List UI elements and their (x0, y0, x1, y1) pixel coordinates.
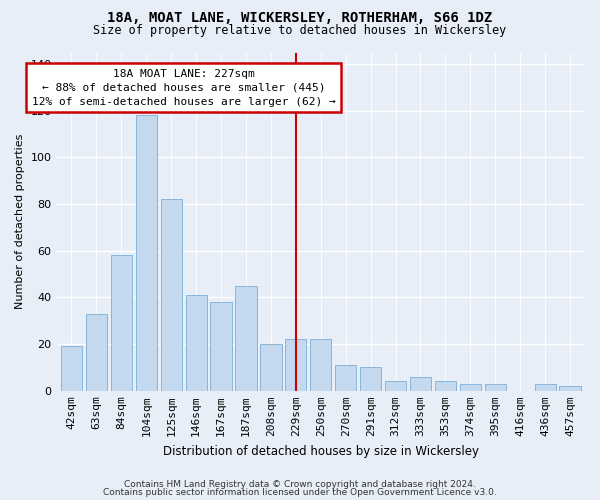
Bar (86, 314, 107, 391)
Bar (460, 384, 481, 391)
Bar (285, 340, 307, 391)
Bar (410, 377, 431, 391)
Text: Contains HM Land Registry data © Crown copyright and database right 2024.: Contains HM Land Registry data © Crown c… (124, 480, 476, 489)
Text: 18A MOAT LANE: 227sqm
← 88% of detached houses are smaller (445)
12% of semi-det: 18A MOAT LANE: 227sqm ← 88% of detached … (32, 69, 335, 107)
Bar (310, 340, 331, 391)
Bar (360, 368, 381, 391)
Bar (211, 302, 232, 391)
Bar (136, 116, 157, 391)
Text: Contains public sector information licensed under the Open Government Licence v3: Contains public sector information licen… (103, 488, 497, 497)
Text: Size of property relative to detached houses in Wickersley: Size of property relative to detached ho… (94, 24, 506, 37)
Bar (559, 386, 581, 391)
Text: 18A, MOAT LANE, WICKERSLEY, ROTHERHAM, S66 1DZ: 18A, MOAT LANE, WICKERSLEY, ROTHERHAM, S… (107, 11, 493, 25)
Bar (185, 295, 207, 391)
Bar (260, 344, 281, 391)
Bar (335, 365, 356, 391)
Bar (61, 346, 82, 391)
Bar (535, 384, 556, 391)
Bar (161, 200, 182, 391)
Bar (111, 256, 132, 391)
Bar (485, 384, 506, 391)
Y-axis label: Number of detached properties: Number of detached properties (15, 134, 25, 310)
X-axis label: Distribution of detached houses by size in Wickersley: Distribution of detached houses by size … (163, 444, 479, 458)
Bar (385, 382, 406, 391)
Bar (235, 286, 257, 391)
Bar (435, 382, 456, 391)
